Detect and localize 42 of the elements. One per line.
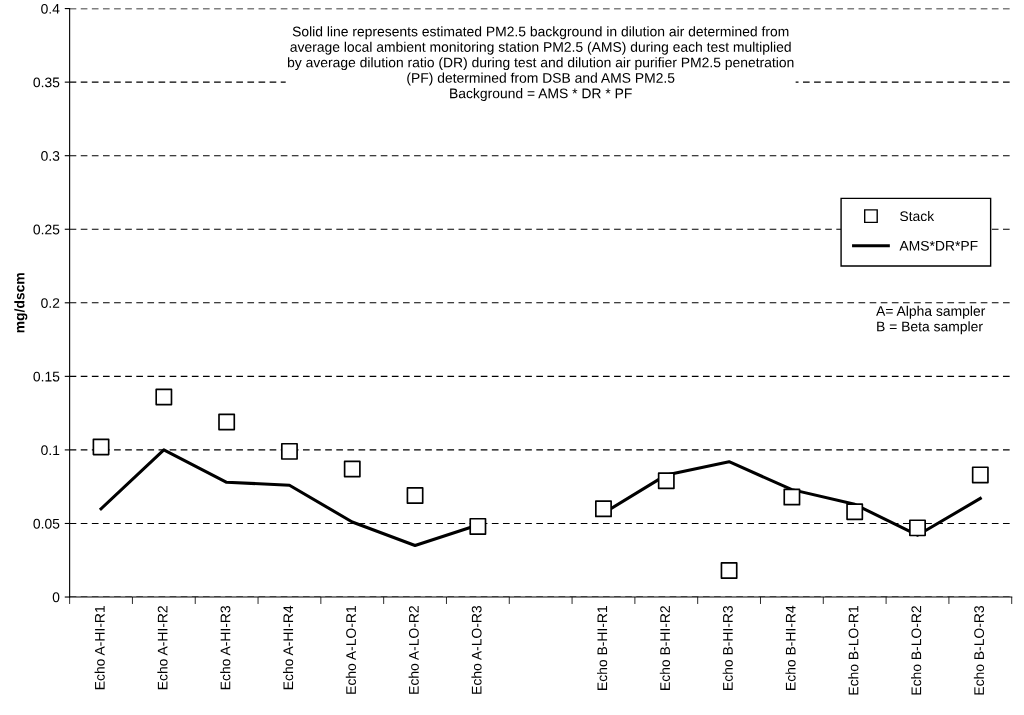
legend-label: Stack	[900, 210, 935, 222]
point	[155, 388, 173, 406]
x-tick-label: Echo B-HI-R1	[597, 606, 608, 690]
x-tick-label: Echo B-HI-R2	[659, 606, 671, 690]
y-tick-label: 0.1	[41, 445, 60, 456]
point	[218, 413, 236, 431]
point	[909, 519, 926, 537]
y-tick-label: 0	[52, 592, 60, 603]
y-tick-label: 0.4	[41, 3, 60, 14]
point	[595, 500, 612, 518]
x-tick-label: Echo A-HI-R1	[94, 606, 105, 690]
point	[720, 562, 738, 580]
x-tick-label: Echo B-LO-R2	[911, 606, 922, 695]
y-tick-label: 0.35	[33, 77, 60, 88]
y-tick-label: 0.3	[41, 151, 60, 161]
x-tick-label: Echo B-LO-R1	[848, 606, 859, 695]
x-tick-label: Echo A-LO-R1	[345, 606, 356, 694]
point	[469, 517, 487, 535]
y-tick-label: 0.2	[41, 298, 60, 308]
legend-label: AMS*DR*PF	[899, 240, 978, 251]
point	[92, 438, 110, 456]
x-tick-label: Echo A-LO-R2	[408, 606, 419, 694]
y-tick-label: 0.05	[33, 518, 60, 529]
x-tick-label: Echo A-HI-R3	[220, 605, 231, 690]
point	[406, 487, 424, 504]
annotation: A= Alpha sampler B = Beta sampler	[876, 305, 986, 335]
x-tick-label: Echo B-HI-R3	[722, 605, 733, 690]
x-tick-label: Echo A-HI-R2	[157, 606, 168, 690]
annotation: Solid line represents estimated PM2.5 background in dilution air determined from average local ambient monitoring station PM2.5 (AMS) during each test multiplied by average dilution ratio (DR) during test and dilution air purifier PM2.5 penetration (PF) determined from DSB and AMS PM2.5 Background = AMS * DR * PF	[287, 26, 794, 102]
x-tick-label: Echo B-HI-R4	[785, 605, 796, 690]
y-tick-label: 0.15	[33, 371, 60, 382]
point	[971, 466, 989, 484]
x-tick-label: Echo A-HI-R4	[282, 605, 294, 690]
x-tick-label: Echo A-LO-R3	[471, 605, 482, 694]
y-axis-title: mg/dscm	[14, 273, 28, 333]
y-tick-label: 0.25	[33, 224, 60, 235]
point	[783, 488, 801, 506]
point	[846, 503, 864, 521]
x-tick-label: Echo B-LO-R3	[973, 605, 985, 695]
point	[657, 472, 675, 490]
point	[280, 442, 298, 460]
point	[343, 460, 361, 478]
